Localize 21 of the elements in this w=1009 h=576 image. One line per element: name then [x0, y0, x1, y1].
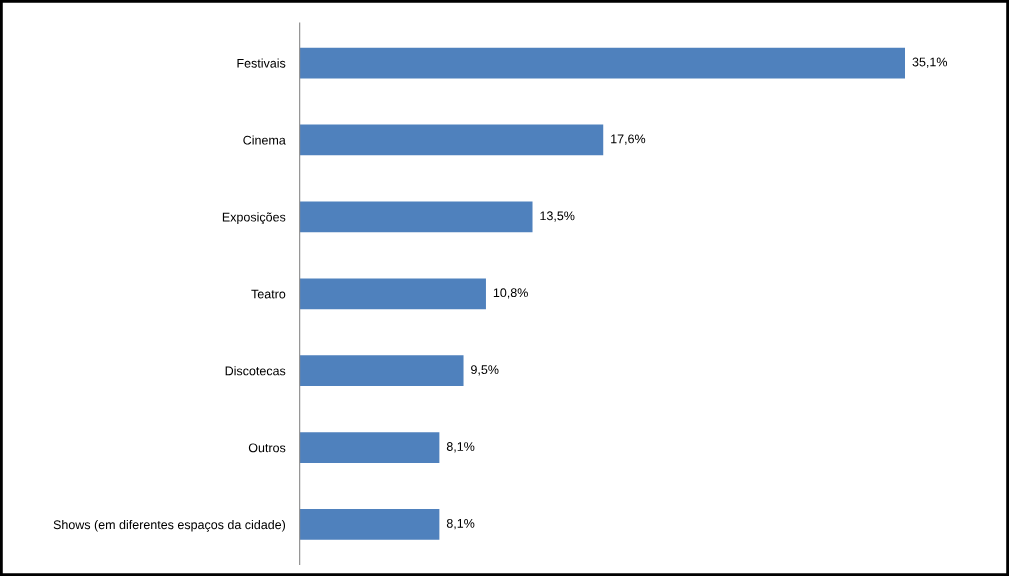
- y-tick-label: Shows (em diferentes espaços da cidade): [53, 519, 286, 532]
- bar: [299, 278, 486, 310]
- bar: [299, 355, 464, 387]
- bar: [299, 124, 604, 156]
- data-label: 9,5%: [471, 365, 499, 376]
- data-label: 8,1%: [446, 518, 475, 530]
- bar: [299, 201, 533, 233]
- y-tick-label: Teatro: [251, 289, 286, 299]
- y-tick-label: Exposições: [222, 212, 286, 225]
- bar: [299, 47, 906, 79]
- data-label: 8,1%: [446, 442, 475, 453]
- y-tick-label: Festivais: [237, 58, 286, 68]
- y-tick-label: Discotecas: [225, 366, 286, 376]
- data-label: 17,6%: [611, 134, 646, 145]
- bar: [299, 509, 440, 540]
- data-label: 35,1%: [912, 57, 948, 68]
- data-label: 13,5%: [540, 211, 575, 222]
- bar: [299, 432, 440, 463]
- y-tick-label: Cinema: [243, 135, 286, 145]
- data-label: 10,8%: [493, 288, 528, 299]
- y-tick-label: Outros: [248, 443, 286, 453]
